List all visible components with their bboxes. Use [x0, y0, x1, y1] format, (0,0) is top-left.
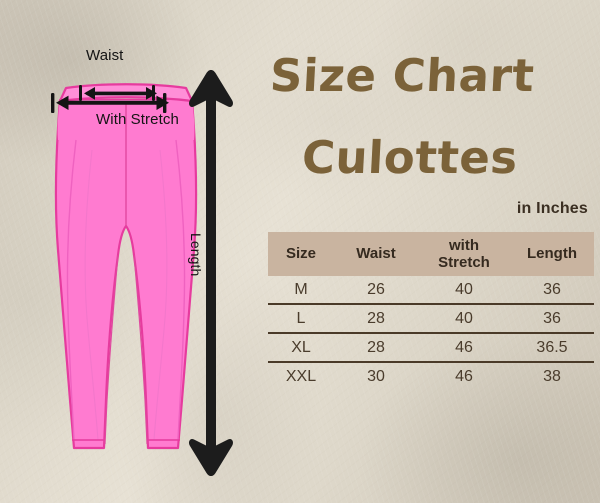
- table-header-row: Size Waist with Stretch Length: [268, 232, 594, 276]
- waist-arrow-shaft: [86, 91, 150, 96]
- shade-right: [153, 149, 168, 441]
- cell-size: M: [294, 280, 308, 298]
- dart-right: [175, 139, 186, 441]
- cell-size: XXL: [268, 361, 334, 390]
- shade-left: [84, 149, 99, 441]
- column-header-with-stretch: with Stretch: [418, 232, 510, 276]
- size-chart-panel: Size Chart Culottes in Inches Size Waist…: [262, 0, 600, 503]
- table-row: XXL 30 46 38: [268, 361, 594, 390]
- column-header-size: Size: [268, 232, 334, 276]
- table-body: M 26 40 36 L 28 40 36 XL 28 46 36.5: [268, 276, 594, 390]
- dart-left: [66, 139, 77, 441]
- cell-length: 38: [510, 361, 594, 390]
- waist-measure-arrow: [79, 85, 157, 101]
- stretch-arrow-shaft: [59, 100, 161, 105]
- page-title-line-1: Size Chart: [268, 49, 536, 102]
- cell-waist: 28: [334, 303, 418, 333]
- stretch-measure-arrow: [51, 93, 169, 113]
- length-arrow-shaft: [206, 92, 216, 454]
- table-header: Size Waist with Stretch Length: [268, 232, 594, 276]
- cell-stretch: 40: [418, 303, 510, 333]
- table-row: L 28 40 36: [268, 303, 594, 333]
- stretch-arrow-cap-left: [51, 93, 55, 113]
- cell-waist: 30: [334, 361, 418, 390]
- column-header-with-stretch-line1: with: [449, 236, 479, 254]
- size-chart-table: Size Waist with Stretch Length M 26 40 3…: [268, 232, 594, 390]
- waist-arrow-cap-left: [79, 85, 82, 101]
- column-header-with-stretch-line2: Stretch: [438, 254, 490, 271]
- leggings-graphic: [54, 83, 198, 450]
- stretch-arrow-head-right: [156, 95, 169, 110]
- cell-length: 36: [510, 303, 594, 333]
- units-subtitle: in Inches: [516, 200, 588, 217]
- cell-waist: 28: [334, 332, 418, 362]
- cell-stretch: 40: [455, 280, 473, 298]
- length-measure-arrow: [188, 70, 234, 476]
- cell-waist: 26: [367, 280, 385, 298]
- cell-stretch: 46: [418, 332, 510, 362]
- with-stretch-measurement-label: With Stretch: [96, 111, 179, 128]
- length-arrow-head-top: [188, 70, 234, 107]
- cell-stretch: 46: [418, 361, 510, 390]
- waistband-seam: [59, 96, 193, 102]
- cell-size: XL: [268, 332, 334, 362]
- waist-arrow-head-left: [84, 87, 95, 100]
- length-arrow-head-bottom: [188, 439, 234, 476]
- column-header-waist: Waist: [334, 232, 418, 276]
- cell-size: L: [268, 303, 334, 333]
- cell-length: 36.5: [510, 332, 594, 362]
- column-header-length: Length: [510, 232, 594, 276]
- page-title-line-2: Culottes: [300, 131, 520, 184]
- stretch-arrow-head-left: [56, 95, 69, 110]
- inner-seam-right: [133, 254, 148, 445]
- table-row: M 26 40 36: [268, 276, 594, 304]
- table-row: XL 28 46 36.5: [268, 332, 594, 362]
- cell-length: 36: [543, 280, 561, 298]
- waist-arrow-head-right: [146, 87, 157, 100]
- length-measurement-label: Length: [188, 233, 204, 277]
- garment-illustration: Waist With Stretch Length: [0, 0, 262, 503]
- waist-measurement-label: Waist: [86, 47, 124, 64]
- inner-seam-left: [104, 254, 119, 445]
